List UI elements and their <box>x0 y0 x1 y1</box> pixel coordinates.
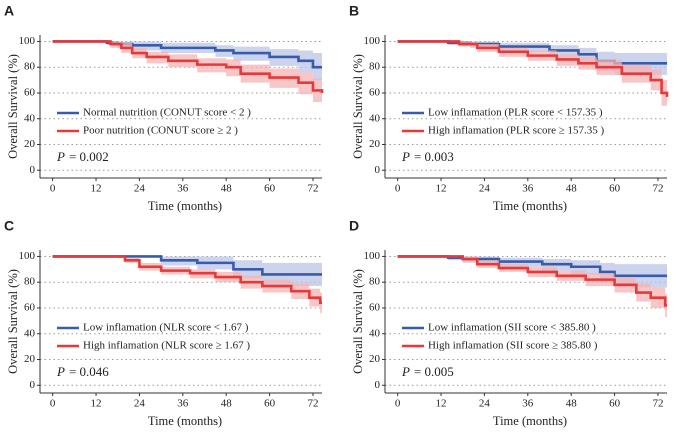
x-tick-label: 48 <box>566 398 578 410</box>
panel: C Overall Survival (%) Time (months) 0 20 40 6… <box>4 218 323 428</box>
y-tick-label: 40 <box>24 327 36 339</box>
x-axis-label: Time (months) <box>493 199 567 213</box>
y-axis-label: Overall Survival (%) <box>6 54 20 159</box>
confidence-band <box>52 41 323 81</box>
x-tick-label: 12 <box>436 398 447 410</box>
p-text: = 0.003 <box>414 149 454 164</box>
legend-label: High inflamation (SII score ≥ 385.80 ) <box>428 340 598 352</box>
y-tick-label: 60 <box>369 87 381 99</box>
p-symbol: P <box>56 364 65 379</box>
x-tick-label: 12 <box>91 183 102 195</box>
y-axis-label: Overall Survival (%) <box>351 269 365 374</box>
legend-label: High inflamation (PLR score ≥ 157.35 ) <box>428 125 605 137</box>
y-axis-label: Overall Survival (%) <box>351 54 365 159</box>
y-tick-label: 60 <box>369 302 381 314</box>
y-tick-label: 0 <box>30 164 36 176</box>
x-axis-label: Time (months) <box>148 414 222 428</box>
x-tick-label: 0 <box>395 398 401 410</box>
x-tick-label: 0 <box>50 398 56 410</box>
p-symbol: P <box>56 149 65 164</box>
x-tick-label: 0 <box>50 183 56 195</box>
p-value: P = 0.003 <box>401 149 454 164</box>
p-text: = 0.002 <box>69 149 109 164</box>
legend-label: High inflamation (NLR score ≥ 1.67 ) <box>83 340 250 352</box>
x-tick-label: 72 <box>652 183 663 195</box>
x-tick-label: 48 <box>221 398 233 410</box>
y-tick-label: 100 <box>19 35 36 47</box>
y-tick-label: 60 <box>24 302 36 314</box>
x-tick-label: 24 <box>134 183 146 195</box>
y-tick-label: 100 <box>364 35 381 47</box>
panel: D Overall Survival (%) Time (months) 0 20 40 6… <box>349 218 667 428</box>
survival-curve <box>397 255 667 307</box>
panel-title: B <box>349 3 359 19</box>
x-tick-label: 36 <box>522 398 534 410</box>
survival-curve <box>52 255 322 276</box>
survival-curve <box>397 40 669 97</box>
x-tick-label: 36 <box>522 183 534 195</box>
x-tick-label: 48 <box>566 183 578 195</box>
y-tick-label: 80 <box>24 276 36 288</box>
p-value: P = 0.002 <box>56 149 109 164</box>
confidence-band <box>52 256 323 287</box>
y-tick-label: 0 <box>375 379 381 391</box>
x-tick-label: 12 <box>436 183 447 195</box>
confidence-band <box>397 256 667 317</box>
y-tick-label: 100 <box>364 250 381 262</box>
x-tick-label: 24 <box>479 183 491 195</box>
x-tick-label: 60 <box>264 398 276 410</box>
y-tick-label: 80 <box>369 61 381 73</box>
x-tick-label: 60 <box>609 183 621 195</box>
y-tick-label: 20 <box>369 138 381 150</box>
p-value: P = 0.005 <box>401 364 454 379</box>
legend-label: Low inflamation (PLR score < 157.35 ) <box>428 107 603 119</box>
p-symbol: P <box>401 364 410 379</box>
y-tick-label: 40 <box>369 112 381 124</box>
y-tick-label: 80 <box>369 276 381 288</box>
y-tick-label: 20 <box>24 353 36 365</box>
survival-curve <box>52 40 324 93</box>
p-symbol: P <box>401 149 410 164</box>
p-text: = 0.005 <box>414 364 454 379</box>
p-text: = 0.046 <box>69 364 109 379</box>
y-axis-label: Overall Survival (%) <box>6 269 20 374</box>
y-tick-label: 0 <box>30 379 36 391</box>
confidence-band <box>397 256 667 288</box>
p-value: P = 0.046 <box>56 364 109 379</box>
x-tick-label: 36 <box>177 398 189 410</box>
x-tick-label: 0 <box>395 183 401 195</box>
legend-label: Normal nutrition (CONUT score < 2 ) <box>83 107 251 119</box>
x-tick-label: 12 <box>91 398 102 410</box>
y-tick-label: 40 <box>369 327 381 339</box>
x-tick-label: 72 <box>307 183 318 195</box>
y-tick-label: 60 <box>24 87 36 99</box>
x-tick-label: 60 <box>264 183 276 195</box>
survival-curve <box>52 255 322 305</box>
y-tick-label: 100 <box>19 250 36 262</box>
panel: B Overall Survival (%) Time (months) 0 20 40 6… <box>349 3 669 213</box>
y-tick-label: 40 <box>24 112 36 124</box>
x-axis-label: Time (months) <box>493 414 567 428</box>
x-tick-label: 24 <box>479 398 491 410</box>
x-tick-label: 60 <box>609 398 621 410</box>
panel: A Overall Survival (%) Time (months) 0 20 40 6… <box>4 3 324 213</box>
x-tick-label: 24 <box>134 398 146 410</box>
x-tick-label: 72 <box>652 398 663 410</box>
x-axis-label: Time (months) <box>148 199 222 213</box>
x-tick-label: 72 <box>307 398 318 410</box>
panel-title: C <box>4 218 14 234</box>
y-tick-label: 20 <box>369 353 381 365</box>
y-tick-label: 80 <box>24 61 36 73</box>
y-tick-label: 0 <box>375 164 381 176</box>
y-tick-label: 20 <box>24 138 36 150</box>
panel-title: D <box>349 218 359 234</box>
x-tick-label: 48 <box>221 183 233 195</box>
x-tick-label: 36 <box>177 183 189 195</box>
legend-label: Low inflamation (NLR score < 1.67 ) <box>83 322 249 334</box>
confidence-band <box>397 41 667 110</box>
legend-label: Poor nutrition (CONUT score ≥ 2 ) <box>83 125 238 137</box>
legend-label: Low inflamation (SII score < 385.80 ) <box>428 322 596 334</box>
panel-title: A <box>4 3 14 19</box>
